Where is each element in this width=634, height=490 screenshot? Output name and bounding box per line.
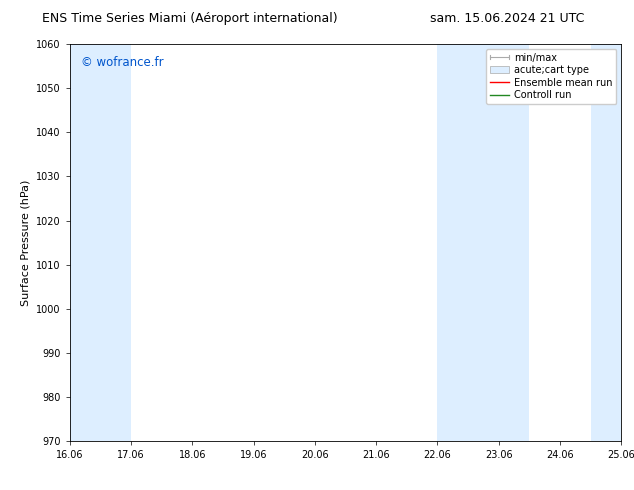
Y-axis label: Surface Pressure (hPa): Surface Pressure (hPa): [20, 179, 30, 306]
Bar: [70, 44, 131, 441]
Text: © wofrance.fr: © wofrance.fr: [81, 56, 164, 69]
Text: sam. 15.06.2024 21 UTC: sam. 15.06.2024 21 UTC: [430, 12, 585, 25]
Bar: [591, 44, 621, 441]
Text: ENS Time Series Miami (Aéroport international): ENS Time Series Miami (Aéroport internat…: [42, 12, 338, 25]
Legend: min/max, acute;cart type, Ensemble mean run, Controll run: min/max, acute;cart type, Ensemble mean …: [486, 49, 616, 104]
Bar: [437, 44, 529, 441]
